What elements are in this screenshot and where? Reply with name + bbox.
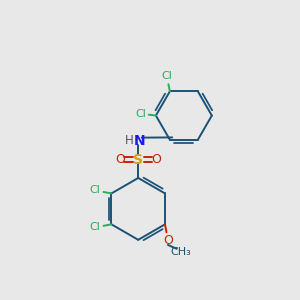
Text: O: O [163,234,173,247]
Text: Cl: Cl [90,185,101,196]
Text: Cl: Cl [135,109,146,119]
Text: S: S [133,153,143,167]
Text: Cl: Cl [90,222,101,232]
Text: O: O [152,153,161,166]
Text: Cl: Cl [161,71,172,81]
Text: CH₃: CH₃ [171,247,192,257]
Text: N: N [134,134,146,148]
Text: O: O [115,153,125,166]
Text: H: H [125,134,134,147]
